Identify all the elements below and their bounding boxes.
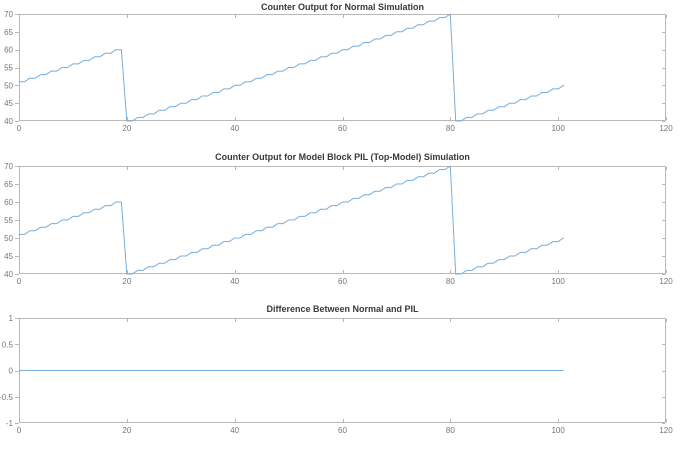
- x-tick-label: 40: [230, 277, 239, 286]
- y-tick-label: 45: [4, 99, 13, 108]
- y-tick-label: 50: [4, 81, 13, 90]
- y-tick-label: 60: [4, 46, 13, 55]
- y-tick-label: 60: [4, 198, 13, 207]
- y-tick-label: 0: [9, 367, 14, 376]
- y-tick-label: 70: [4, 162, 13, 171]
- x-tick-label: 80: [446, 124, 455, 133]
- x-tick-label: 100: [551, 124, 565, 133]
- y-tick-label: 70: [4, 10, 13, 19]
- x-tick-label: 100: [551, 426, 565, 435]
- x-tick-label: 20: [122, 124, 131, 133]
- y-tick-label: 65: [4, 28, 13, 37]
- x-tick-label: 60: [338, 277, 347, 286]
- axis-tick-labels: 0 20 40 60 80 100 120 40 45 50 55 60 65 70: [4, 10, 673, 133]
- x-tick-label: 0: [17, 277, 22, 286]
- chart-2: 0 20 40 60 80 100 120 -1 -0.5 0 0.5 1: [0, 314, 673, 435]
- x-tick-label: 60: [338, 426, 347, 435]
- y-tick-label: 40: [4, 270, 13, 279]
- axis-ticks: [15, 318, 667, 424]
- axis-ticks: [15, 166, 667, 275]
- chart-title-normal-simulation: Counter Output for Normal Simulation: [261, 2, 424, 12]
- y-tick-label: 1: [9, 314, 14, 323]
- series-line-counter_normal: [18, 13, 565, 122]
- x-tick-label: 40: [230, 124, 239, 133]
- plot-box: [19, 166, 666, 274]
- x-tick-label: 20: [122, 426, 131, 435]
- y-tick-label: 55: [4, 64, 13, 73]
- x-tick-label: 120: [659, 124, 673, 133]
- y-tick-label: 45: [4, 252, 13, 261]
- x-tick-label: 0: [17, 124, 22, 133]
- x-tick-label: 100: [551, 277, 565, 286]
- y-tick-label: 40: [4, 117, 13, 126]
- x-tick-label: 20: [122, 277, 131, 286]
- chart-title-difference: Difference Between Normal and PIL: [266, 304, 419, 314]
- plot-box: [19, 14, 666, 121]
- chart-title-pil-simulation: Counter Output for Model Block PIL (Top-…: [215, 152, 470, 162]
- chart-1: 0 20 40 60 80 100 120 40 45 50 55 60 65 70: [4, 162, 673, 286]
- axis-tick-labels: 0 20 40 60 80 100 120 -1 -0.5 0 0.5 1: [0, 314, 673, 435]
- y-tick-label: -1: [6, 419, 14, 428]
- y-tick-label: -0.5: [0, 393, 14, 402]
- chart-0: 0 20 40 60 80 100 120 40 45 50 55 60 65 70: [4, 10, 673, 133]
- y-tick-label: 65: [4, 180, 13, 189]
- series-line-counter_pil: [18, 165, 565, 275]
- x-tick-label: 60: [338, 124, 347, 133]
- x-tick-label: 40: [230, 426, 239, 435]
- x-tick-label: 120: [659, 277, 673, 286]
- x-tick-label: 80: [446, 426, 455, 435]
- x-tick-label: 80: [446, 277, 455, 286]
- y-tick-label: 0.5: [2, 340, 14, 349]
- x-tick-label: 0: [17, 426, 22, 435]
- axis-tick-labels: 0 20 40 60 80 100 120 40 45 50 55 60 65 70: [4, 162, 673, 286]
- y-tick-label: 55: [4, 216, 13, 225]
- axis-ticks: [15, 14, 667, 122]
- x-tick-label: 120: [659, 426, 673, 435]
- y-tick-label: 50: [4, 234, 13, 243]
